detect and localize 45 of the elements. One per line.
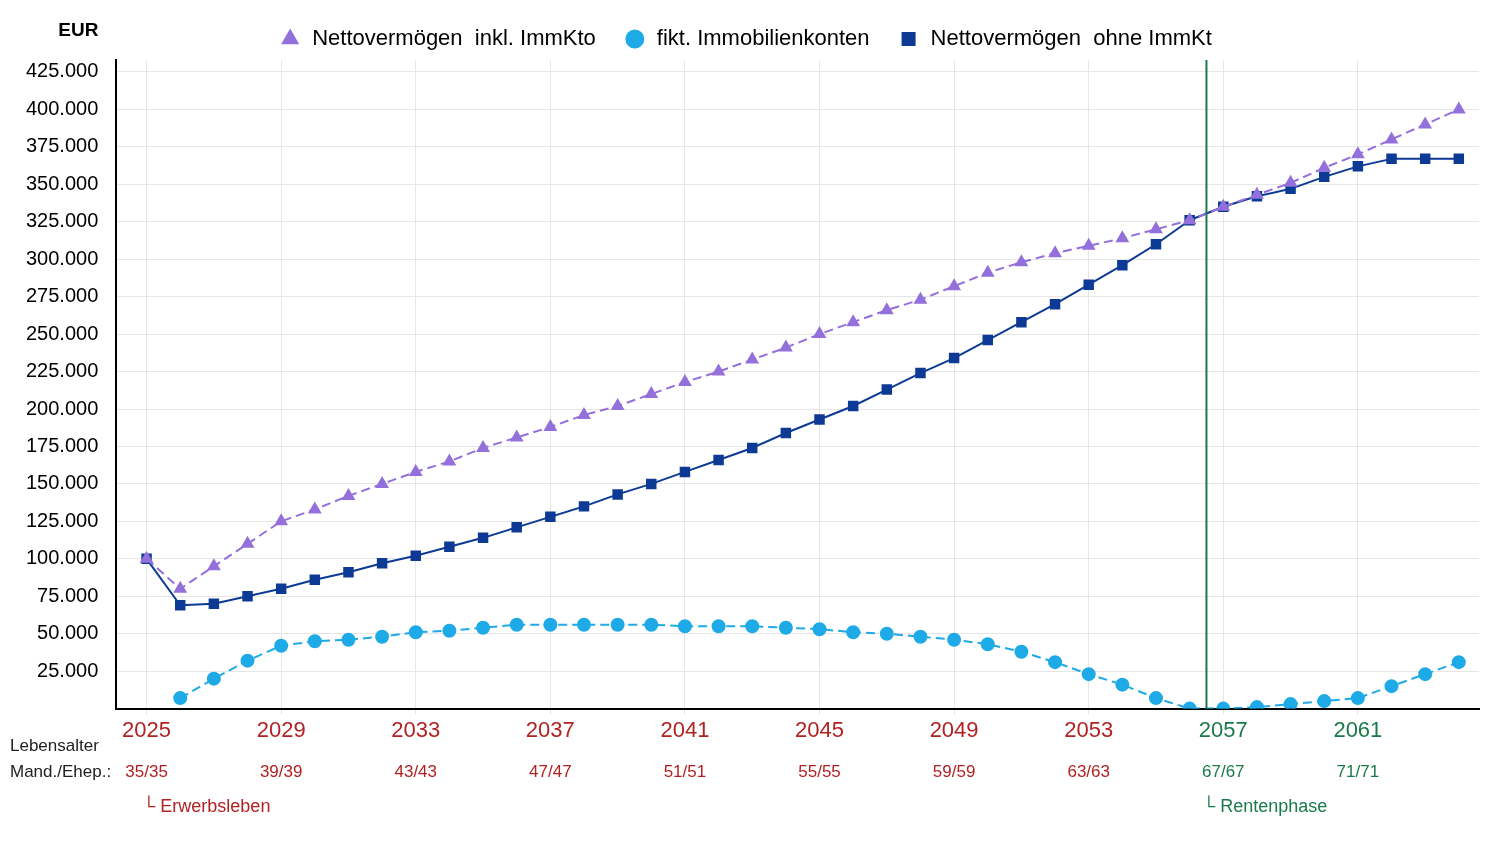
x-tick-label: 2049 xyxy=(929,716,979,742)
text: 47/47 xyxy=(529,762,572,782)
text: 55/55 xyxy=(798,762,841,782)
x-tick-label: 2045 xyxy=(795,716,844,742)
text: 51/51 xyxy=(663,762,707,782)
text: 43/43 xyxy=(394,762,438,782)
y-tick-label: 125.000 xyxy=(26,508,99,531)
text: Mand./Ehep.: xyxy=(10,762,112,782)
y-tick-label: 150.000 xyxy=(26,471,99,494)
x-tick-label: 2029 xyxy=(256,716,306,742)
x-tick-label: 2033 xyxy=(391,716,441,742)
x-tick-label: 2057 xyxy=(1198,716,1248,742)
text: └ Erwerbsleben xyxy=(142,794,271,816)
text: Lebensalter xyxy=(10,736,100,756)
x-tick-label: 2041 xyxy=(660,716,710,742)
text: 63/63 xyxy=(1067,762,1110,782)
legend-label: Nettovermögen inkl. ImmKto xyxy=(312,25,596,51)
text: 39/39 xyxy=(259,762,303,782)
y-tick-label: 400.000 xyxy=(26,96,99,119)
y-tick-label: 300.000 xyxy=(26,246,99,269)
x-tick-label: 2061 xyxy=(1333,716,1383,742)
y-tick-label: 325.000 xyxy=(26,209,99,232)
y-tick-label: 200.000 xyxy=(26,396,99,419)
y-tick-label: 350.000 xyxy=(26,171,99,194)
y-tick-label: 275.000 xyxy=(26,284,99,307)
y-axis-title: EUR xyxy=(58,18,99,40)
y-tick-label: 25.000 xyxy=(37,658,99,681)
x-tick-label: 2053 xyxy=(1064,716,1114,742)
y-tick-label: 50.000 xyxy=(37,621,99,644)
text: 67/67 xyxy=(1202,762,1245,782)
legend-label: fikt. Immobilienkonten xyxy=(656,25,870,51)
text: 71/71 xyxy=(1336,762,1380,782)
text: └ Rentenphase xyxy=(1202,794,1328,816)
y-tick-label: 225.000 xyxy=(26,359,99,382)
text: 35/35 xyxy=(125,762,168,782)
x-tick-label: 2025 xyxy=(122,716,172,742)
y-tick-label: 375.000 xyxy=(26,134,99,157)
text: 59/59 xyxy=(932,762,976,782)
x-tick-label: 2037 xyxy=(525,716,575,742)
y-tick-label: 250.000 xyxy=(26,321,99,344)
y-tick-label: 100.000 xyxy=(26,546,99,569)
y-tick-label: 75.000 xyxy=(37,583,99,606)
y-tick-label: 175.000 xyxy=(26,433,99,456)
y-tick-label: 425.000 xyxy=(26,59,99,82)
legend-label: Nettovermögen ohne ImmKt xyxy=(930,25,1212,51)
